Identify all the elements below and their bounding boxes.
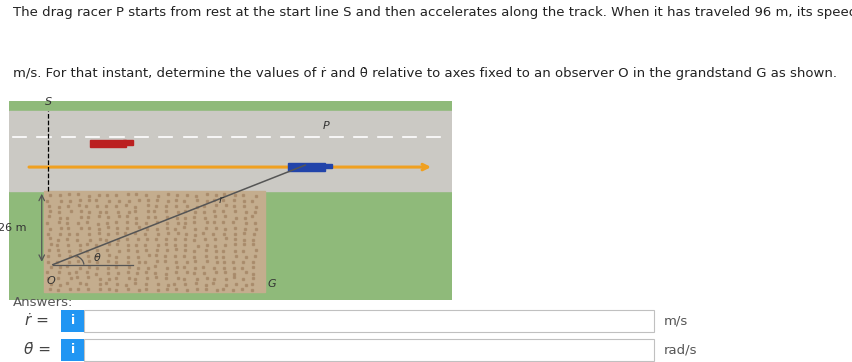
Bar bbox=[288, 163, 325, 171]
Bar bbox=[322, 164, 332, 168]
Text: i: i bbox=[71, 343, 75, 356]
Text: m/s: m/s bbox=[664, 314, 688, 327]
Text: P: P bbox=[323, 121, 330, 131]
Text: r: r bbox=[218, 195, 222, 205]
Text: m/s. For that instant, determine the values of ṙ and θ̇ relative to axes fixed t: m/s. For that instant, determine the val… bbox=[13, 67, 837, 80]
Bar bbox=[123, 140, 133, 145]
Text: rad/s: rad/s bbox=[664, 343, 698, 356]
Text: The drag racer P starts from rest at the start line S and then accelerates along: The drag racer P starts from rest at the… bbox=[13, 5, 852, 18]
Bar bbox=[90, 140, 126, 147]
Text: i: i bbox=[71, 314, 75, 327]
Text: 26 m: 26 m bbox=[0, 223, 26, 233]
Bar bbox=[44, 191, 266, 292]
Text: ṙ =: ṙ = bbox=[26, 313, 49, 328]
Bar bbox=[9, 111, 452, 191]
Bar bbox=[84, 338, 653, 361]
Text: G: G bbox=[268, 278, 276, 289]
Text: O: O bbox=[46, 275, 55, 286]
Text: S: S bbox=[45, 97, 52, 107]
Text: Answers:: Answers: bbox=[13, 296, 73, 309]
Bar bbox=[60, 338, 84, 361]
Bar bbox=[60, 310, 84, 332]
Text: θ: θ bbox=[94, 253, 101, 263]
Bar bbox=[84, 310, 653, 332]
Text: θ̇ =: θ̇ = bbox=[24, 342, 51, 357]
